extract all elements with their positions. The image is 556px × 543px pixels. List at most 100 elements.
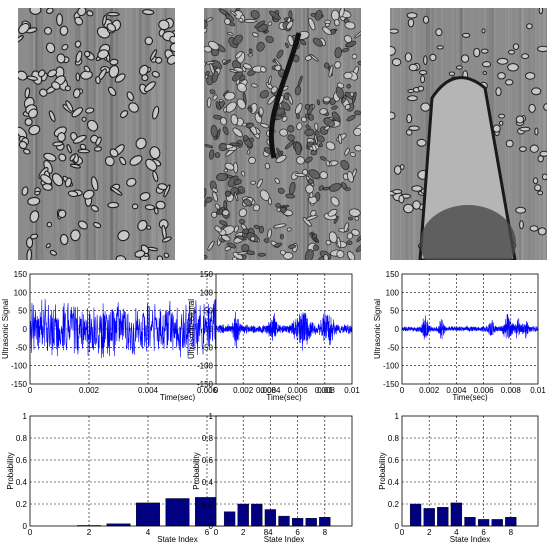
x-tick-label: 0 xyxy=(214,528,219,537)
bubble xyxy=(307,113,314,121)
bubble xyxy=(322,96,331,103)
bubble xyxy=(151,70,160,78)
y-tick-label: -50 xyxy=(15,343,27,352)
bubble xyxy=(250,180,257,185)
photo-streak xyxy=(78,8,81,260)
x-tick-label: 8 xyxy=(509,528,514,537)
bubble xyxy=(288,181,296,195)
bubble xyxy=(250,236,256,242)
photo-streak xyxy=(124,8,127,260)
bubble xyxy=(83,50,91,58)
bubble xyxy=(237,185,246,194)
bubble xyxy=(138,64,149,76)
bubble xyxy=(126,91,135,101)
bubble xyxy=(308,169,321,180)
bubble xyxy=(45,42,56,54)
bubble xyxy=(204,27,208,34)
photo-streak xyxy=(533,8,536,260)
photo-streak xyxy=(40,8,43,260)
bubble xyxy=(304,103,311,110)
bubble xyxy=(515,206,526,214)
bubble xyxy=(242,135,249,142)
y-tick-label: 150 xyxy=(386,270,400,279)
photo-streak xyxy=(539,8,542,260)
bubble xyxy=(21,186,29,196)
bubble xyxy=(498,113,506,119)
bubble xyxy=(254,20,266,29)
bubble xyxy=(223,200,228,210)
bubble xyxy=(152,170,159,182)
bar-state-4 xyxy=(264,509,277,527)
bubble xyxy=(390,111,396,120)
bubble xyxy=(75,50,83,63)
x-tick-label: 0.006 xyxy=(474,386,495,395)
bubble xyxy=(149,49,158,61)
bubble xyxy=(260,123,270,129)
x-axis-label: Time(sec) xyxy=(160,393,196,402)
bubble xyxy=(211,211,218,218)
bubble xyxy=(294,85,302,96)
bubble xyxy=(126,177,137,187)
bubble xyxy=(328,231,338,244)
x-axis-label: State Index xyxy=(157,535,197,543)
bubble xyxy=(72,88,81,99)
bubble xyxy=(155,56,163,64)
plot-area xyxy=(402,416,538,526)
bubble xyxy=(299,39,307,46)
bubble xyxy=(258,107,264,116)
bubble xyxy=(85,107,95,114)
y-tick-label: 0.8 xyxy=(388,434,400,443)
bubble xyxy=(139,191,151,202)
bubble xyxy=(114,73,126,83)
bubble xyxy=(346,240,353,246)
y-tick-label: -100 xyxy=(197,362,214,371)
bubble xyxy=(87,119,99,132)
bubble xyxy=(314,122,319,131)
bubble xyxy=(269,10,281,20)
bubble xyxy=(224,91,236,101)
bubble xyxy=(309,53,319,62)
bubble xyxy=(57,209,67,219)
photo-streak xyxy=(244,8,246,260)
photo-streak xyxy=(146,8,149,260)
bubble xyxy=(354,30,361,39)
photo-streak xyxy=(507,8,511,260)
bubble xyxy=(417,85,425,92)
bubble xyxy=(222,209,230,217)
bubble xyxy=(222,126,229,136)
bubble xyxy=(227,31,234,36)
bubble xyxy=(241,243,250,253)
bubble xyxy=(308,17,316,31)
bubble xyxy=(473,47,481,58)
photo-streak xyxy=(85,8,88,260)
photo-streak xyxy=(110,8,114,260)
bubble xyxy=(344,147,350,156)
bubble xyxy=(327,208,338,217)
bubble xyxy=(141,74,149,82)
bubble xyxy=(274,64,282,72)
bubble xyxy=(166,54,175,65)
bubble xyxy=(79,143,87,150)
bubble xyxy=(134,250,146,258)
x-axis-label: Time(sec) xyxy=(452,393,488,402)
bubble xyxy=(214,152,221,158)
bubble xyxy=(248,48,253,54)
bubble xyxy=(528,103,536,113)
bubble xyxy=(280,206,287,214)
bubble xyxy=(336,82,345,89)
bubble xyxy=(37,69,46,78)
bubble xyxy=(43,152,57,162)
y-tick-label: 100 xyxy=(14,288,28,297)
bubble xyxy=(210,124,218,138)
bubble xyxy=(230,114,239,126)
axes-frame xyxy=(401,415,539,527)
bubble xyxy=(82,189,95,200)
photo-streak xyxy=(145,8,147,260)
bubble xyxy=(57,132,66,143)
bubble xyxy=(51,172,64,187)
bubble xyxy=(529,225,539,232)
bubble xyxy=(287,125,295,133)
bubble xyxy=(56,53,66,64)
bubble xyxy=(265,35,274,44)
